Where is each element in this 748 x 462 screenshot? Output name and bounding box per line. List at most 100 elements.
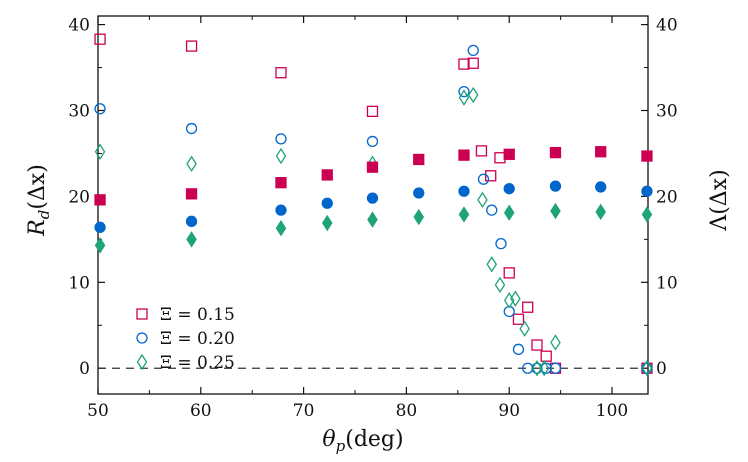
series-5 [94, 180, 653, 233]
data-point [458, 85, 470, 98]
data-point [185, 188, 198, 200]
legend-label: Ξ = 0.25 [160, 353, 235, 373]
data-point [185, 122, 198, 135]
data-point [458, 89, 470, 106]
data-point [641, 185, 653, 197]
data-point [475, 145, 488, 157]
y-tick-label-right: 30 [656, 102, 678, 122]
data-point [477, 191, 488, 209]
y-tick-label-left: 30 [68, 102, 90, 122]
legend-marker [136, 308, 148, 320]
series-6 [94, 202, 653, 254]
data-point [275, 67, 287, 79]
data-point [275, 177, 287, 189]
data-point [641, 206, 653, 223]
data-point [94, 221, 106, 233]
legend: Ξ = 0.15 Ξ = 0.20 Ξ = 0.25 [136, 305, 235, 373]
data-point [94, 194, 106, 206]
data-point [275, 204, 287, 216]
data-point [503, 267, 515, 279]
data-point [185, 215, 198, 227]
y-axis-title-right: Λ(Δx) [707, 169, 732, 231]
data-point [186, 155, 197, 172]
legend-label: Ξ = 0.20 [160, 329, 235, 349]
data-point [641, 360, 653, 377]
y-tick-label-left: 0 [79, 359, 90, 379]
data-point [503, 292, 515, 309]
data-point [186, 231, 197, 248]
data-point [458, 206, 470, 223]
data-point [485, 170, 497, 182]
data-point [467, 86, 479, 104]
y-tick-label-right: 20 [656, 187, 678, 207]
data-point [550, 202, 561, 220]
data-point [494, 152, 506, 164]
data-point [321, 169, 333, 181]
data-point [366, 105, 379, 118]
data-point [531, 360, 543, 377]
data-point [641, 150, 653, 162]
data-point [486, 256, 498, 273]
data-point [503, 148, 515, 160]
x-tick-label: 90 [498, 401, 520, 421]
data-point [94, 103, 106, 115]
data-point [275, 219, 287, 237]
y-tick-label-left: 10 [68, 273, 90, 293]
data-point [549, 180, 562, 192]
y-tick-label-right: 0 [656, 359, 667, 379]
data-point [512, 343, 525, 355]
data-point [467, 44, 479, 57]
data-point [321, 214, 333, 232]
legend-marker [136, 332, 148, 344]
legend-marker [136, 353, 148, 371]
data-point [275, 147, 287, 165]
data-point [549, 146, 562, 159]
data-point [494, 276, 506, 294]
data-point [321, 197, 333, 209]
data-point [510, 290, 521, 307]
axis-ticks: 50 60 70 80 90 100 0 0 10 10 20 20 30 30 40 40 [68, 16, 677, 421]
data-point [503, 204, 515, 221]
x-tick-label: 80 [396, 401, 418, 421]
data-point [413, 153, 425, 166]
series-4 [94, 146, 653, 206]
data-point [185, 40, 198, 52]
data-point [595, 203, 606, 221]
data-point [413, 187, 425, 199]
data-point [458, 185, 470, 197]
data-point [486, 204, 498, 216]
x-tick-label: 100 [596, 401, 628, 421]
data-points [94, 33, 653, 377]
x-axis-title: θp(deg) [322, 427, 403, 455]
data-point [477, 173, 490, 185]
data-point [275, 133, 287, 145]
data-point [522, 301, 534, 313]
data-point [366, 135, 379, 148]
data-point [595, 181, 607, 193]
data-point [512, 313, 525, 325]
y-tick-label-left: 40 [68, 16, 90, 36]
data-point [595, 146, 607, 158]
x-tick-label: 70 [293, 401, 315, 421]
data-point [94, 33, 106, 45]
data-point [366, 161, 379, 173]
data-point [540, 350, 552, 362]
data-point [458, 149, 470, 161]
data-point [550, 334, 561, 351]
y-axis-title-left: Rd(Δx) [25, 164, 53, 237]
data-point [367, 211, 378, 228]
data-point [503, 183, 515, 195]
data-point [495, 238, 507, 250]
legend-label: Ξ = 0.15 [160, 305, 235, 325]
data-point [549, 362, 562, 374]
data-point [519, 320, 530, 337]
data-point [467, 57, 479, 69]
x-tick-label: 60 [190, 401, 212, 421]
data-point [458, 58, 470, 70]
data-point [366, 192, 379, 204]
y-tick-label-left: 20 [68, 187, 90, 207]
x-tick-label: 50 [87, 401, 109, 421]
data-point [413, 208, 425, 226]
data-point [94, 237, 106, 254]
